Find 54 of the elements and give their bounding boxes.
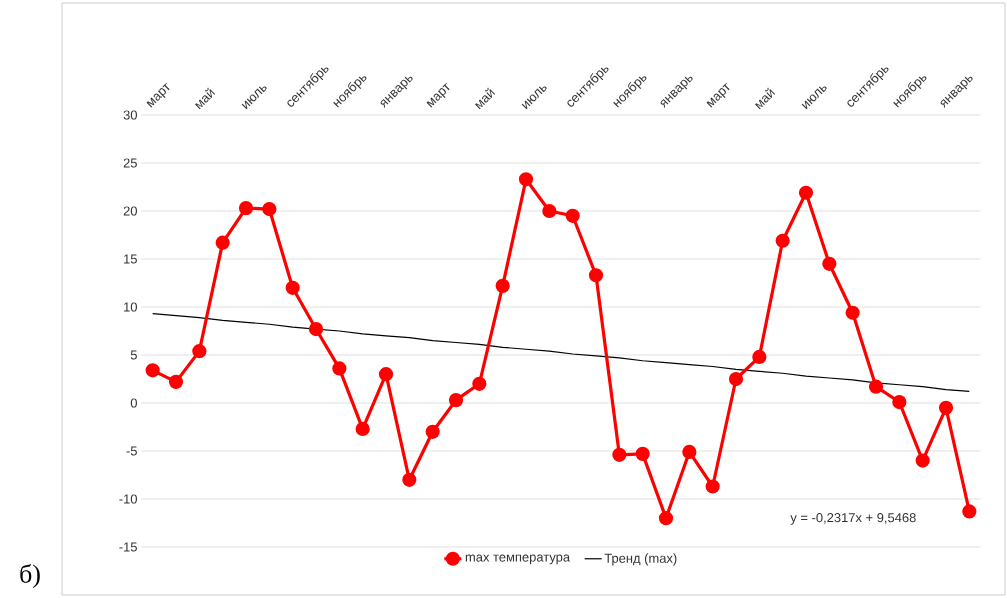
point	[285, 280, 300, 295]
point	[822, 256, 837, 271]
legend-label: max температура	[465, 554, 571, 565]
point	[332, 361, 347, 376]
y-tick-label: 5	[130, 350, 137, 360]
y-tick-label: 30	[123, 110, 137, 120]
point	[378, 367, 394, 382]
point	[728, 371, 744, 387]
point	[495, 278, 510, 293]
point	[168, 374, 184, 389]
point	[192, 344, 207, 359]
legend-label: Тренд (max)	[604, 553, 677, 566]
line-series	[152, 313, 970, 393]
point	[355, 421, 370, 437]
y-tick-label: -10	[119, 494, 137, 504]
point	[775, 233, 790, 248]
point	[962, 504, 977, 519]
point	[612, 447, 627, 462]
point	[588, 268, 604, 283]
point	[635, 446, 650, 461]
point	[892, 394, 907, 410]
point	[868, 379, 884, 394]
y-tick-label: -15	[119, 542, 137, 552]
point	[215, 235, 230, 250]
point	[565, 208, 580, 223]
point	[448, 393, 464, 408]
point	[472, 376, 487, 391]
point	[915, 453, 930, 468]
y-tick-label: 0	[130, 398, 137, 408]
x-tick-label: май	[475, 87, 496, 110]
point	[425, 424, 440, 439]
point	[308, 321, 324, 337]
x-tick-label: май	[195, 87, 216, 110]
point	[752, 349, 767, 365]
point	[262, 201, 277, 217]
point	[542, 203, 557, 219]
point	[145, 363, 160, 378]
x-tick-label: май	[755, 87, 776, 110]
point	[705, 479, 720, 494]
y-tick-label: 20	[123, 206, 137, 216]
text: б)	[20, 563, 40, 589]
point	[238, 201, 254, 216]
point	[845, 305, 860, 320]
y-tick-label: 15	[124, 254, 137, 264]
point	[682, 444, 697, 460]
y-tick-label: 25	[123, 158, 137, 168]
point	[798, 185, 814, 200]
annotation: y = -0,2317x + 9,5468	[790, 513, 916, 525]
point	[938, 400, 954, 415]
y-tick-label: -5	[126, 446, 137, 456]
y-tick-label: 10	[124, 302, 137, 312]
point	[402, 472, 417, 487]
point	[658, 511, 674, 526]
point	[518, 172, 534, 187]
